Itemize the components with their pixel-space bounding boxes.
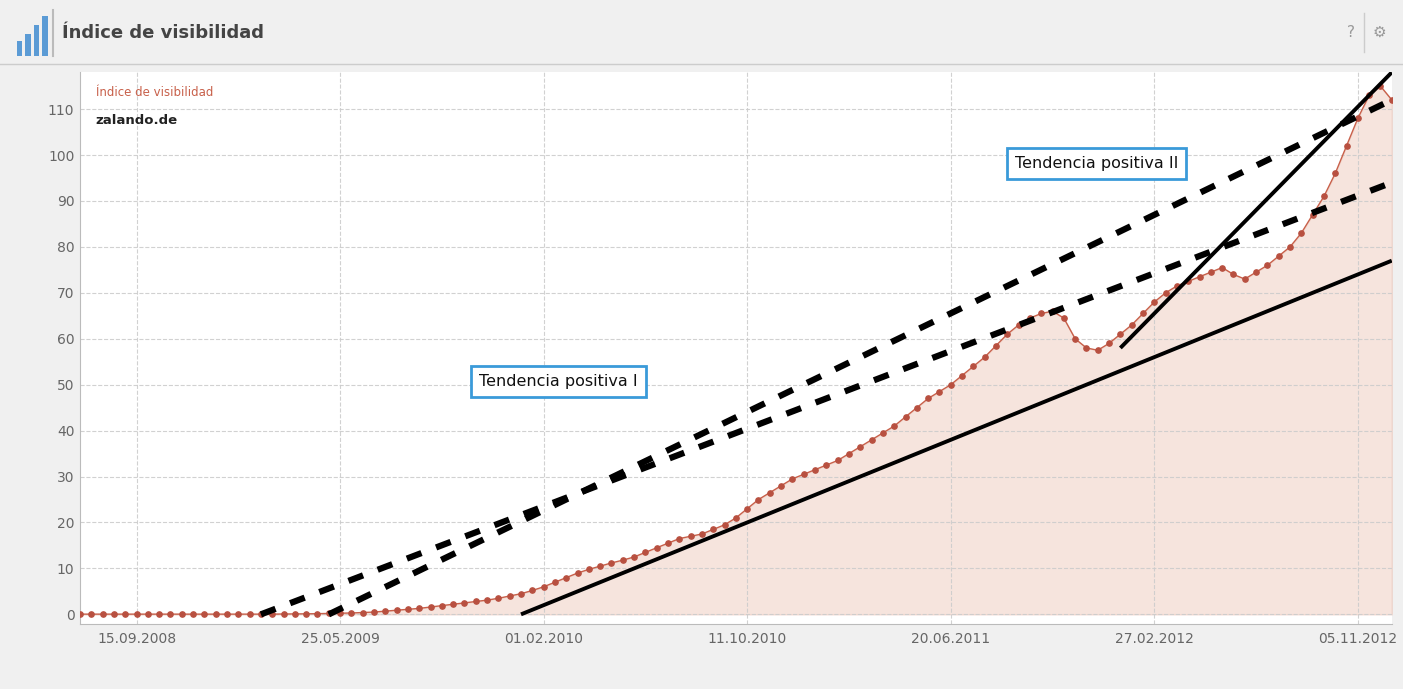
FancyBboxPatch shape — [25, 34, 31, 56]
Text: zalando.de: zalando.de — [95, 114, 178, 127]
FancyBboxPatch shape — [17, 41, 22, 56]
Text: Índice de visibilidad: Índice de visibilidad — [95, 86, 213, 99]
Text: Índice de visibilidad: Índice de visibilidad — [62, 23, 264, 42]
Text: ⚙: ⚙ — [1372, 25, 1386, 40]
Text: ?: ? — [1347, 25, 1355, 40]
FancyBboxPatch shape — [42, 17, 48, 56]
Text: Tendencia positiva II: Tendencia positiva II — [1014, 156, 1179, 171]
Text: Tendencia positiva I: Tendencia positiva I — [480, 373, 638, 389]
FancyBboxPatch shape — [34, 25, 39, 56]
